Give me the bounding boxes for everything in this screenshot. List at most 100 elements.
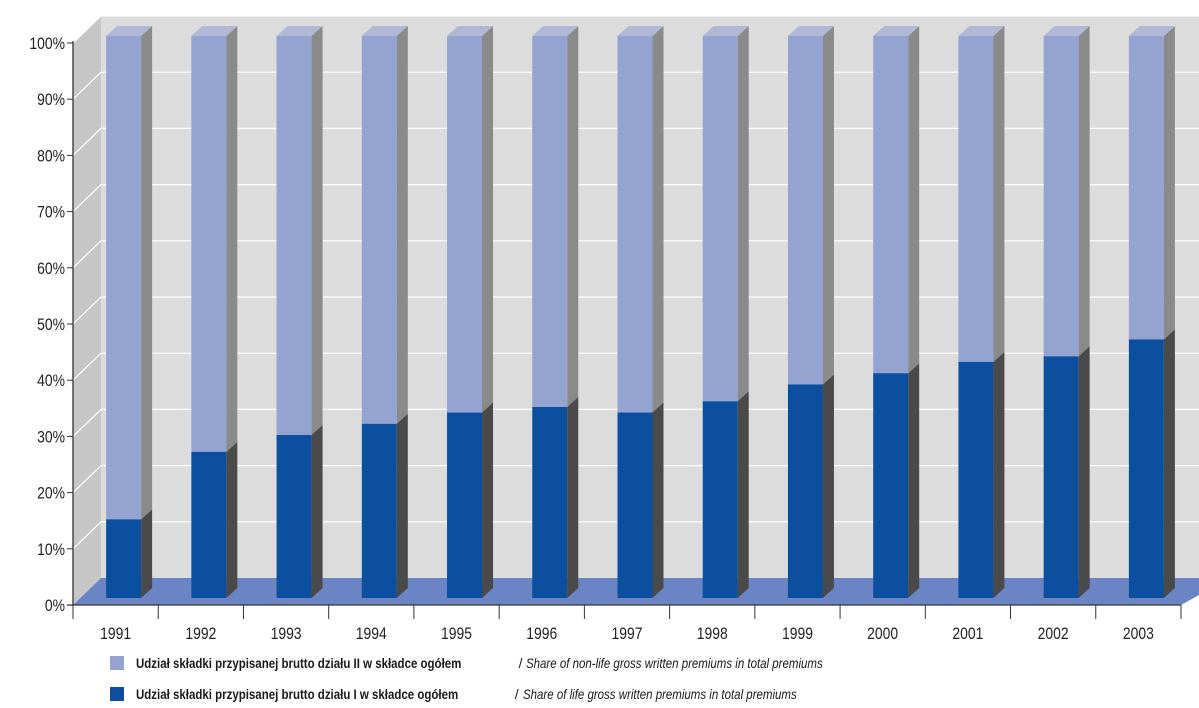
bar-side-non-life <box>226 26 238 452</box>
legend-item-non-life: Udział składki przypisanej brutto działu… <box>110 655 888 671</box>
y-tick-label: 0% <box>45 597 65 616</box>
bar-top <box>191 26 238 36</box>
bar-segment-life <box>702 401 738 598</box>
y-tick-label: 30% <box>37 428 65 447</box>
bar-segment-life <box>617 412 653 598</box>
bar-segment-non-life <box>191 36 227 452</box>
bar-side-life <box>141 509 153 598</box>
y-tick-label: 100% <box>29 35 65 54</box>
bar-side-life <box>567 396 579 598</box>
x-tick-label: 1993 <box>271 625 302 644</box>
bar-segment-life <box>787 384 823 598</box>
bar-segment-non-life <box>958 36 994 362</box>
y-tick-label: 90% <box>37 91 65 110</box>
bar-segment-life <box>361 423 397 598</box>
legend-swatch-life <box>110 687 124 701</box>
legend-label-non-life-en: Share of non-life gross written premiums… <box>526 655 824 671</box>
bar-side-life <box>908 363 920 598</box>
x-tick-label: 1998 <box>697 625 728 644</box>
bar-top <box>702 26 749 36</box>
bar-side-non-life <box>482 26 494 413</box>
legend-item-life: Udział składki przypisanej brutto działu… <box>110 686 856 702</box>
bar-segment-non-life <box>276 36 312 436</box>
bar-side-life <box>311 425 323 598</box>
bar-side-life <box>1163 329 1175 598</box>
x-tick-label: 2000 <box>867 625 898 644</box>
bar-segment-life <box>532 406 568 598</box>
bar-side-life <box>822 374 834 598</box>
bar-side-non-life <box>567 26 579 407</box>
bar-segment-life <box>873 373 909 598</box>
legend-separator: / <box>510 686 523 702</box>
y-tick-label: 10% <box>37 541 65 560</box>
bar-segment-non-life <box>1128 36 1164 340</box>
y-tick-label: 80% <box>37 147 65 166</box>
x-tick-label: 1996 <box>526 625 557 644</box>
x-tick-label: 2001 <box>952 625 983 644</box>
y-tick-label: 20% <box>37 484 65 503</box>
bar-side-life <box>652 402 664 598</box>
legend-separator: / <box>514 655 527 671</box>
bar-side-non-life <box>908 26 920 374</box>
bar-segment-non-life <box>787 36 823 385</box>
y-tick-label: 50% <box>37 316 65 335</box>
bar-side-non-life <box>141 26 153 520</box>
bar-top <box>276 26 323 36</box>
bar-segment-non-life <box>447 36 483 413</box>
bar-side-non-life <box>822 26 834 385</box>
bar-top <box>787 26 834 36</box>
bar-side-non-life <box>311 26 323 436</box>
bar-side-non-life <box>1078 26 1090 357</box>
bar-segment-non-life <box>106 36 142 520</box>
bar-top <box>1128 26 1175 36</box>
gridline <box>72 15 1199 44</box>
x-tick-label: 1997 <box>612 625 643 644</box>
bar-side-life <box>482 402 494 598</box>
bar-segment-non-life <box>1043 36 1079 357</box>
bar-segment-non-life <box>873 36 909 374</box>
bar-top <box>447 26 494 36</box>
bar-side-non-life <box>737 26 749 402</box>
bar-top <box>361 26 408 36</box>
x-tick-label: 1994 <box>356 625 387 644</box>
bar-top <box>873 26 920 36</box>
legend-label-life-en: Share of life gross written premiums in … <box>522 686 797 702</box>
bar-segment-non-life <box>617 36 653 413</box>
bar-top <box>532 26 579 36</box>
bar-segment-life <box>447 412 483 598</box>
bar-top <box>106 26 153 36</box>
bar-segment-non-life <box>532 36 568 407</box>
bar-side-life <box>396 413 408 598</box>
bar-top <box>1043 26 1090 36</box>
bar-side-non-life <box>652 26 664 413</box>
bar-segment-life <box>106 519 142 598</box>
y-tick-label: 60% <box>37 260 65 279</box>
x-tick-label: 2002 <box>1038 625 1069 644</box>
x-tick-label: 1991 <box>100 625 131 644</box>
legend-swatch-non-life <box>110 656 124 670</box>
bar-segment-life <box>191 451 227 598</box>
bar-side-non-life <box>1163 26 1175 340</box>
bar-top <box>617 26 664 36</box>
x-tick-label: 1995 <box>441 625 472 644</box>
bar-side-life <box>226 441 238 598</box>
bar-side-non-life <box>396 26 408 424</box>
x-tick-label: 2003 <box>1123 625 1154 644</box>
legend-label-non-life-pl: Udział składki przypisanej brutto działu… <box>136 655 462 671</box>
x-tick-label: 1999 <box>782 625 813 644</box>
bar-side-life <box>1078 346 1090 598</box>
bar-segment-life <box>276 435 312 598</box>
x-tick-label: 1992 <box>185 625 216 644</box>
bar-side-life <box>737 391 749 598</box>
bar-segment-non-life <box>702 36 738 402</box>
bar-side-life <box>993 351 1005 598</box>
bar-segment-life <box>958 361 994 598</box>
legend-label-life-pl: Udział składki przypisanej brutto działu… <box>136 686 459 702</box>
bar-top <box>958 26 1005 36</box>
y-tick-label: 40% <box>37 372 65 391</box>
bar-segment-life <box>1128 339 1164 598</box>
bar-segment-non-life <box>361 36 397 424</box>
bar-side-non-life <box>993 26 1005 362</box>
y-tick-label: 70% <box>37 203 65 222</box>
